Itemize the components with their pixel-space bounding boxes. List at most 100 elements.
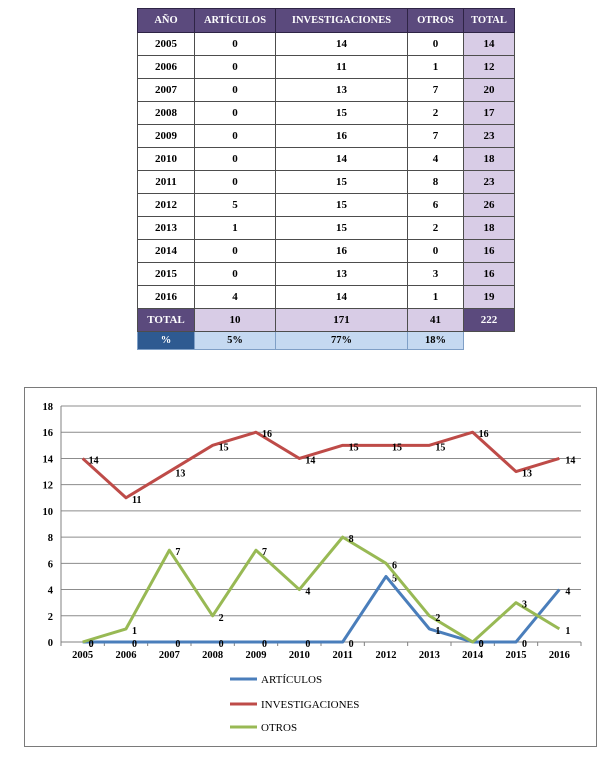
- data-label: 1: [132, 626, 137, 637]
- cell-otros: 7: [407, 124, 464, 148]
- cell-total: 18: [463, 147, 515, 171]
- data-label: 2: [435, 613, 440, 624]
- table-row: 2010 0 14 4 18: [137, 147, 515, 171]
- cell-otros-percent: 18%: [407, 331, 464, 350]
- table-row: 2009 0 16 7 23: [137, 124, 515, 148]
- cell-investigaciones-percent: 77%: [275, 331, 408, 350]
- cell-investigaciones-sum: 171: [275, 308, 408, 332]
- data-label: 5: [392, 573, 397, 584]
- cell-total: 17: [463, 101, 515, 125]
- x-tick-label: 2014: [462, 650, 484, 661]
- data-label: 1: [435, 626, 440, 637]
- x-tick-label: 2006: [116, 650, 137, 661]
- legend-label: OTROS: [261, 722, 297, 734]
- total-row: TOTAL 10 171 41 222: [137, 308, 515, 332]
- cell-articulos: 5: [194, 193, 276, 217]
- cell-year: 2016: [137, 285, 195, 309]
- y-tick-label: 6: [48, 559, 53, 570]
- cell-investigaciones: 15: [275, 170, 408, 194]
- summary-table-container: AÑO ARTÍCULOS INVESTIGACIONES OTROS TOTA…: [137, 8, 515, 350]
- data-label: 14: [565, 455, 575, 466]
- legend-label: ARTÍCULOS: [261, 674, 322, 686]
- data-label: 0: [89, 639, 94, 650]
- data-label: 8: [349, 534, 354, 545]
- data-label: 4: [565, 587, 570, 598]
- data-label: 2: [219, 613, 224, 624]
- cell-otros: 7: [407, 78, 464, 102]
- cell-articulos: 4: [194, 285, 276, 309]
- table-row: 2013 1 15 2 18: [137, 216, 515, 240]
- cell-articulos: 0: [194, 262, 276, 286]
- x-tick-label: 2015: [506, 650, 527, 661]
- cell-year: 2006: [137, 55, 195, 79]
- cell-year: 2007: [137, 78, 195, 102]
- cell-articulos-percent: 5%: [194, 331, 276, 350]
- cell-otros: 8: [407, 170, 464, 194]
- table-row: 2015 0 13 3 16: [137, 262, 515, 286]
- x-tick-label: 2005: [72, 650, 93, 661]
- data-label: 0: [219, 639, 224, 650]
- cell-total: 14: [463, 32, 515, 56]
- x-tick-label: 2016: [549, 650, 570, 661]
- cell-total: 19: [463, 285, 515, 309]
- data-label: 16: [479, 429, 489, 440]
- cell-total: 16: [463, 239, 515, 263]
- cell-otros: 4: [407, 147, 464, 171]
- cell-year: 2005: [137, 32, 195, 56]
- cell-investigaciones: 13: [275, 78, 408, 102]
- summary-table: AÑO ARTÍCULOS INVESTIGACIONES OTROS TOTA…: [137, 8, 515, 350]
- table-row: 2016 4 14 1 19: [137, 285, 515, 309]
- cell-year: 2012: [137, 193, 195, 217]
- line-chart-panel: 0 2 4 6 8 10 12 14 16 18 2005 2006 2007 2008 2009 2010 2…: [24, 387, 597, 747]
- cell-otros-sum: 41: [407, 308, 464, 332]
- cell-investigaciones: 15: [275, 193, 408, 217]
- y-tick-label: 2: [48, 612, 53, 623]
- cell-articulos: 0: [194, 101, 276, 125]
- data-label: 16: [262, 429, 272, 440]
- cell-otros: 2: [407, 101, 464, 125]
- cell-articulos-sum: 10: [194, 308, 276, 332]
- cell-year: 2013: [137, 216, 195, 240]
- cell-total: 12: [463, 55, 515, 79]
- data-label: 6: [392, 560, 397, 571]
- percent-label: %: [137, 331, 195, 350]
- x-tick-label: 2012: [376, 650, 397, 661]
- cell-year: 2010: [137, 147, 195, 171]
- data-label: 14: [89, 455, 99, 466]
- x-tick-label: 2011: [332, 650, 352, 661]
- cell-year: 2015: [137, 262, 195, 286]
- cell-articulos: 0: [194, 78, 276, 102]
- y-tick-label: 8: [48, 533, 53, 544]
- data-label: 0: [132, 639, 137, 650]
- table-row: 2012 5 15 6 26: [137, 193, 515, 217]
- data-label: 7: [262, 547, 267, 558]
- y-tick-label: 4: [48, 586, 54, 597]
- cell-articulos: 0: [194, 55, 276, 79]
- cell-total-sum: 222: [463, 308, 515, 332]
- cell-investigaciones: 14: [275, 285, 408, 309]
- data-label: 15: [392, 442, 402, 453]
- percent-row: % 5% 77% 18%: [137, 331, 515, 350]
- y-tick-label: 10: [43, 507, 54, 518]
- cell-total: 23: [463, 170, 515, 194]
- cell-investigaciones: 15: [275, 101, 408, 125]
- data-label: 0: [262, 639, 267, 650]
- table-row: 2008 0 15 2 17: [137, 101, 515, 125]
- cell-otros: 1: [407, 285, 464, 309]
- data-label: 4: [305, 587, 310, 598]
- header-investigaciones: INVESTIGACIONES: [275, 8, 408, 33]
- cell-articulos: 0: [194, 32, 276, 56]
- cell-year: 2014: [137, 239, 195, 263]
- x-tick-label: 2010: [289, 650, 310, 661]
- table-row: 2014 0 16 0 16: [137, 239, 515, 263]
- data-label: 0: [175, 639, 180, 650]
- legend-label: INVESTIGACIONES: [261, 699, 359, 711]
- series-line-artículos: [82, 574, 561, 644]
- header-row: AÑO ARTÍCULOS INVESTIGACIONES OTROS TOTA…: [137, 8, 515, 33]
- series-line-investigaciones: [81, 430, 560, 500]
- cell-articulos: 0: [194, 124, 276, 148]
- data-label: 15: [435, 442, 445, 453]
- table-row: 2006 0 11 1 12: [137, 55, 515, 79]
- cell-investigaciones: 14: [275, 147, 408, 171]
- data-label: 3: [522, 600, 527, 611]
